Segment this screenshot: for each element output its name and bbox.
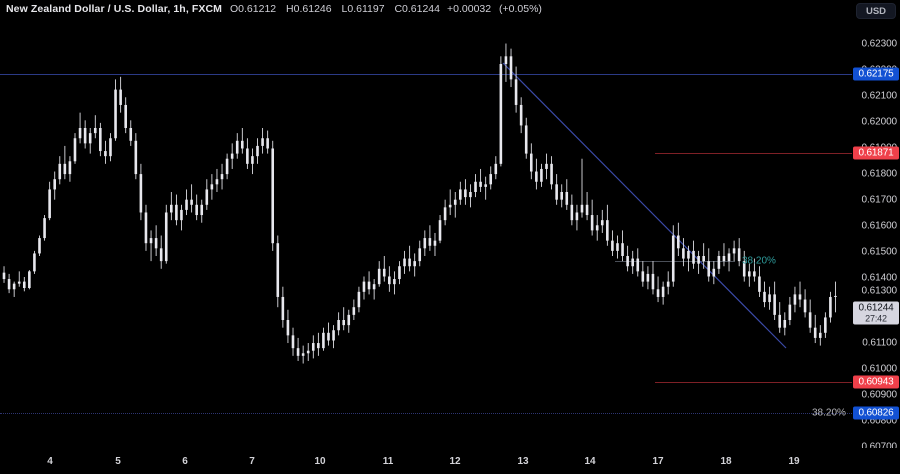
price-tick-0.61400: 0.61400 bbox=[861, 272, 898, 284]
price-tick-0.62300: 0.62300 bbox=[861, 38, 898, 50]
descending-trendline[interactable] bbox=[502, 62, 787, 349]
price-tick-0.61300: 0.61300 bbox=[861, 285, 898, 297]
close-value: C0.61244 bbox=[394, 3, 440, 15]
price-tick-0.61800: 0.61800 bbox=[861, 168, 898, 180]
change-values: +0.00032 (+0.05%) bbox=[447, 3, 547, 15]
lower-red-level-tag[interactable]: 0.60943 bbox=[853, 375, 899, 389]
price-axis[interactable]: 0.623000.622000.621000.620000.619000.618… bbox=[852, 0, 900, 453]
price-tick-0.60800: 0.60800 bbox=[861, 415, 898, 427]
last-price-tag[interactable]: 0.61244 27:42 bbox=[853, 301, 899, 325]
lower-blue-level-tag[interactable]: 0.60826 bbox=[853, 406, 899, 420]
price-tick-0.61600: 0.61600 bbox=[861, 220, 898, 232]
time-tick-6: 6 bbox=[182, 456, 188, 467]
price-tick-0.62000: 0.62000 bbox=[861, 116, 898, 128]
last-price-value: 0.61244 bbox=[858, 302, 894, 314]
time-tick-7: 7 bbox=[249, 456, 255, 467]
price-plot-pane[interactable]: 38.20% 38.20% bbox=[0, 0, 852, 448]
time-tick-17: 17 bbox=[652, 456, 664, 467]
time-tick-5: 5 bbox=[115, 456, 121, 467]
red-resistance-line[interactable] bbox=[655, 153, 852, 154]
time-tick-13: 13 bbox=[517, 456, 529, 467]
price-tick-0.61700: 0.61700 bbox=[861, 194, 898, 206]
candlestick-series bbox=[2, 43, 837, 364]
time-tick-14: 14 bbox=[584, 456, 596, 467]
trendline-layer bbox=[502, 62, 787, 349]
price-tick-0.62100: 0.62100 bbox=[861, 90, 898, 102]
red-support-line[interactable] bbox=[655, 382, 852, 383]
symbol-title[interactable]: New Zealand Dollar / U.S. Dollar, 1h, FX… bbox=[6, 3, 222, 15]
time-axis[interactable]: 4 5 6 7 10 11 12 13 14 17 18 19 bbox=[0, 448, 900, 474]
time-tick-19: 19 bbox=[788, 456, 800, 467]
change-absolute: +0.00032 bbox=[447, 3, 492, 15]
time-tick-11: 11 bbox=[382, 456, 394, 467]
currency-badge[interactable]: USD bbox=[856, 3, 896, 19]
change-percent: (+0.05%) bbox=[499, 3, 542, 15]
price-tick-0.60700: 0.60700 bbox=[861, 441, 898, 453]
chart-legend: New Zealand Dollar / U.S. Dollar, 1h, FX… bbox=[6, 3, 547, 15]
blue-support-line[interactable] bbox=[0, 413, 852, 414]
time-tick-10: 10 bbox=[314, 456, 326, 467]
price-tick-0.61000: 0.61000 bbox=[861, 363, 898, 375]
time-tick-12: 12 bbox=[449, 456, 461, 467]
upper-blue-level-tag[interactable]: 0.62175 bbox=[853, 67, 899, 81]
time-tick-4: 4 bbox=[47, 456, 53, 467]
time-tick-18: 18 bbox=[720, 456, 732, 467]
low-value: L0.61197 bbox=[341, 3, 385, 15]
price-tick-0.60900: 0.60900 bbox=[861, 389, 898, 401]
blue-resistance-line[interactable] bbox=[0, 74, 852, 75]
fib-382-upper-label: 38.20% bbox=[742, 255, 776, 267]
open-value: O0.61212 bbox=[230, 3, 277, 15]
bar-countdown: 27:42 bbox=[865, 313, 887, 324]
price-tick-0.61100: 0.61100 bbox=[862, 337, 897, 349]
upper-red-level-tag[interactable]: 0.61871 bbox=[853, 146, 899, 160]
fib-382-upper-line[interactable] bbox=[615, 261, 735, 262]
fib-382-lower-label: 38.20% bbox=[812, 407, 846, 419]
ohlc-values: O0.61212 H0.61246 L0.61197 C0.61244 bbox=[230, 3, 447, 15]
high-value: H0.61246 bbox=[286, 3, 332, 15]
price-tick-0.61500: 0.61500 bbox=[861, 246, 898, 258]
